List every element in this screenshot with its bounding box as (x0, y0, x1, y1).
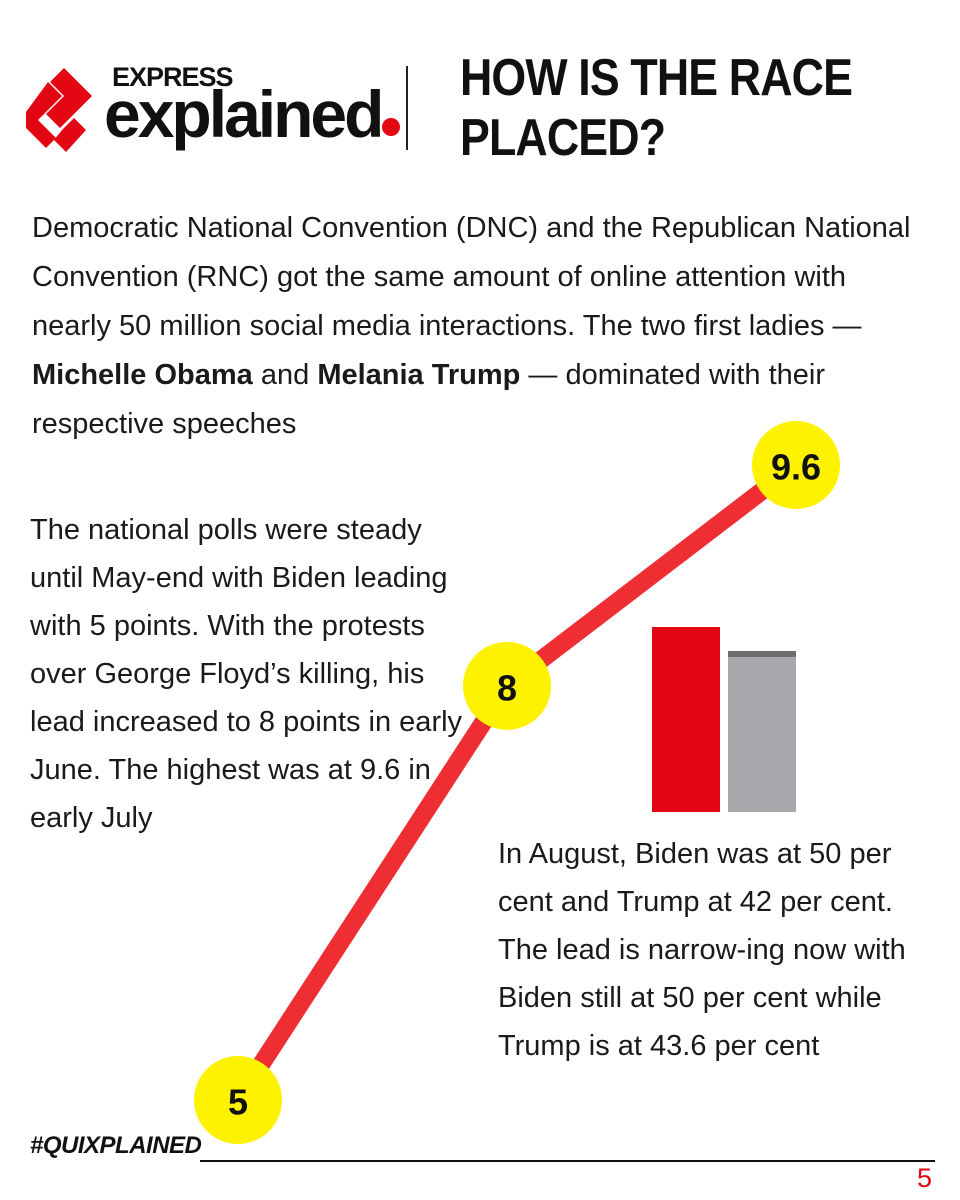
intro-text-1: Democratic National Convention (DNC) and… (32, 212, 911, 342)
footer-rule (200, 1160, 935, 1162)
lead-label-5: 5 (228, 1082, 248, 1123)
lead-bubble-5 (194, 1056, 282, 1144)
page-title: HOW IS THE RACE PLACED? (460, 49, 853, 167)
august-description: In August, Biden was at 50 per cent and … (498, 838, 906, 1062)
intro-text-2: and (252, 359, 318, 391)
lead-bubble-9-6 (752, 421, 840, 509)
intro-text-3: — dominated with their respective speech… (32, 359, 826, 440)
brand-express-text: EXPRESS (112, 62, 234, 92)
express-explained-logo: EXPRESS explained (26, 62, 400, 152)
trump-bar (728, 656, 796, 812)
polls-description: The national polls were steady until May… (30, 514, 463, 834)
page-number: 5 (916, 1163, 932, 1193)
trump-bar-increase-cap (728, 650, 796, 657)
melania-trump-name: Melania Trump (317, 359, 521, 391)
lead-point-8: 8 (463, 641, 551, 730)
lead-line-segment-8-to-9-6 (498, 456, 805, 695)
michelle-obama-name: Michelle Obama (32, 359, 253, 391)
lead-point-5: 5 (194, 1056, 282, 1144)
biden-bar (652, 627, 720, 812)
header-divider (406, 66, 408, 150)
brand-red-dot (382, 118, 400, 136)
lead-point-9-6: 9.6 (752, 421, 840, 509)
hashtag: #QUIXPLAINED (30, 1132, 202, 1159)
lead-label-9-6: 9.6 (771, 447, 821, 488)
lead-label-8: 8 (497, 667, 517, 708)
lead-line-segment-5-to-8 (229, 676, 516, 1109)
brand-explained-text: explained (104, 77, 384, 151)
intro-paragraph: Democratic National Convention (DNC) and… (32, 204, 932, 449)
lead-bubble-8 (463, 641, 551, 730)
express-flame-icon (26, 68, 92, 152)
